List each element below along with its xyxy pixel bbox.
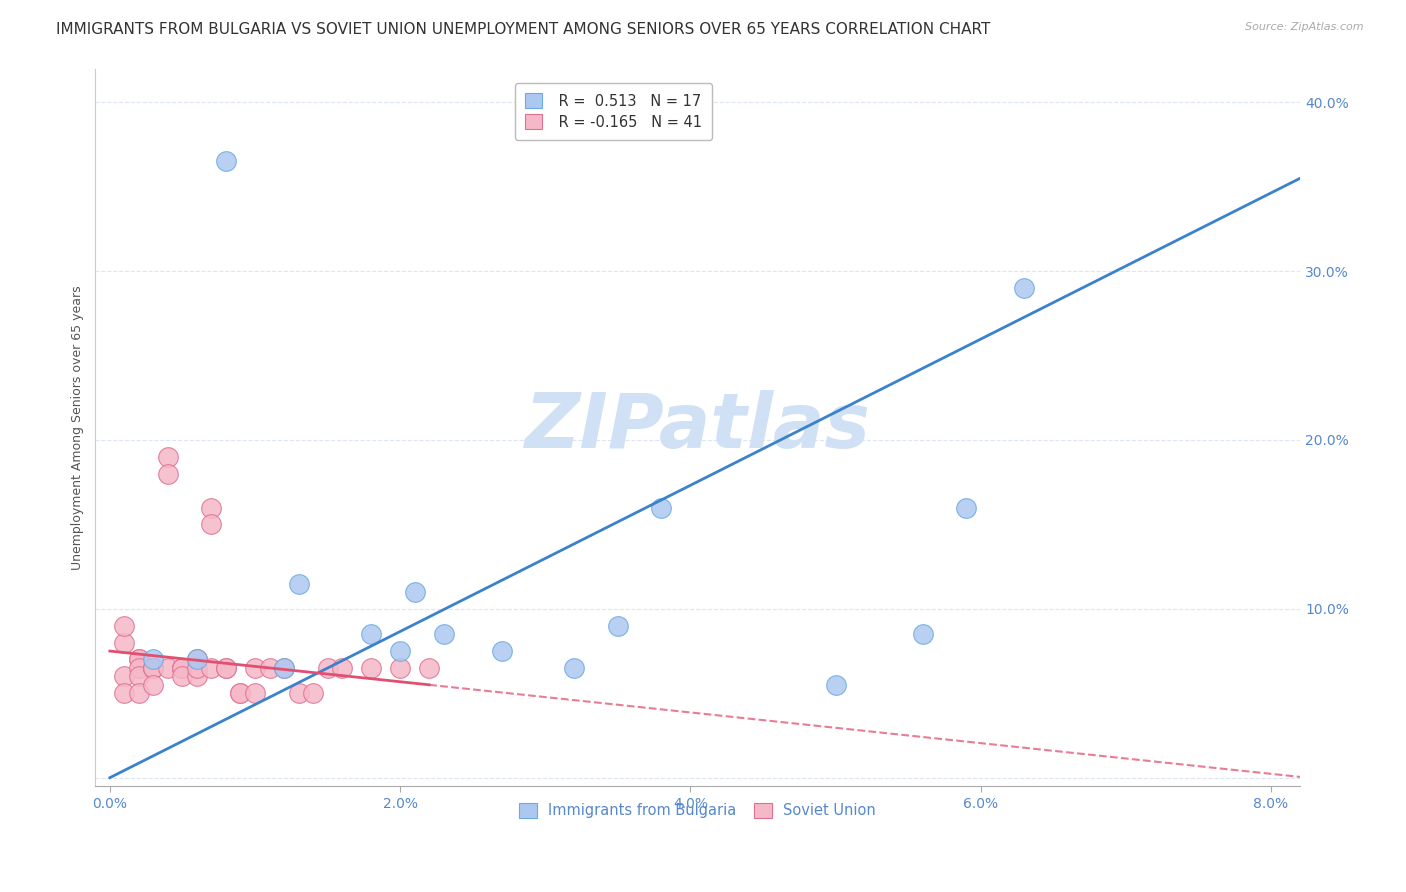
Point xyxy=(404,585,426,599)
Point xyxy=(229,686,252,700)
Point xyxy=(606,618,628,632)
Point xyxy=(112,635,135,649)
Point xyxy=(172,669,194,683)
Point xyxy=(172,661,194,675)
Point xyxy=(243,686,266,700)
Point xyxy=(142,661,165,675)
Point xyxy=(215,661,238,675)
Text: Source: ZipAtlas.com: Source: ZipAtlas.com xyxy=(1246,22,1364,32)
Point xyxy=(186,652,208,666)
Point xyxy=(491,644,513,658)
Point xyxy=(156,467,179,481)
Text: IMMIGRANTS FROM BULGARIA VS SOVIET UNION UNEMPLOYMENT AMONG SENIORS OVER 65 YEAR: IMMIGRANTS FROM BULGARIA VS SOVIET UNION… xyxy=(56,22,991,37)
Point xyxy=(302,686,325,700)
Point xyxy=(562,661,585,675)
Text: ZIPatlas: ZIPatlas xyxy=(524,391,870,465)
Point xyxy=(128,669,150,683)
Point xyxy=(316,661,339,675)
Point xyxy=(389,644,412,658)
Point xyxy=(200,661,222,675)
Point xyxy=(156,661,179,675)
Point xyxy=(650,500,672,515)
Point xyxy=(360,661,382,675)
Point xyxy=(142,661,165,675)
Point xyxy=(172,661,194,675)
Point xyxy=(360,627,382,641)
Point xyxy=(215,154,238,169)
Point xyxy=(389,661,412,675)
Point xyxy=(273,661,295,675)
Legend: Immigrants from Bulgaria, Soviet Union: Immigrants from Bulgaria, Soviet Union xyxy=(512,796,883,825)
Point xyxy=(186,661,208,675)
Point xyxy=(215,661,238,675)
Point xyxy=(433,627,456,641)
Point xyxy=(112,686,135,700)
Point xyxy=(186,669,208,683)
Point xyxy=(330,661,353,675)
Point xyxy=(259,661,281,675)
Point xyxy=(128,652,150,666)
Point xyxy=(273,661,295,675)
Point xyxy=(112,669,135,683)
Point xyxy=(112,618,135,632)
Point xyxy=(229,686,252,700)
Point xyxy=(200,500,222,515)
Point xyxy=(287,576,309,591)
Y-axis label: Unemployment Among Seniors over 65 years: Unemployment Among Seniors over 65 years xyxy=(72,285,84,570)
Point xyxy=(128,661,150,675)
Point xyxy=(142,661,165,675)
Point xyxy=(142,652,165,666)
Point xyxy=(1014,281,1036,295)
Point xyxy=(824,678,846,692)
Point xyxy=(418,661,440,675)
Point xyxy=(186,652,208,666)
Point xyxy=(142,678,165,692)
Point xyxy=(128,686,150,700)
Point xyxy=(172,661,194,675)
Point xyxy=(287,686,309,700)
Point xyxy=(955,500,977,515)
Point xyxy=(200,517,222,532)
Point xyxy=(911,627,934,641)
Point xyxy=(128,652,150,666)
Point xyxy=(156,450,179,464)
Point xyxy=(243,661,266,675)
